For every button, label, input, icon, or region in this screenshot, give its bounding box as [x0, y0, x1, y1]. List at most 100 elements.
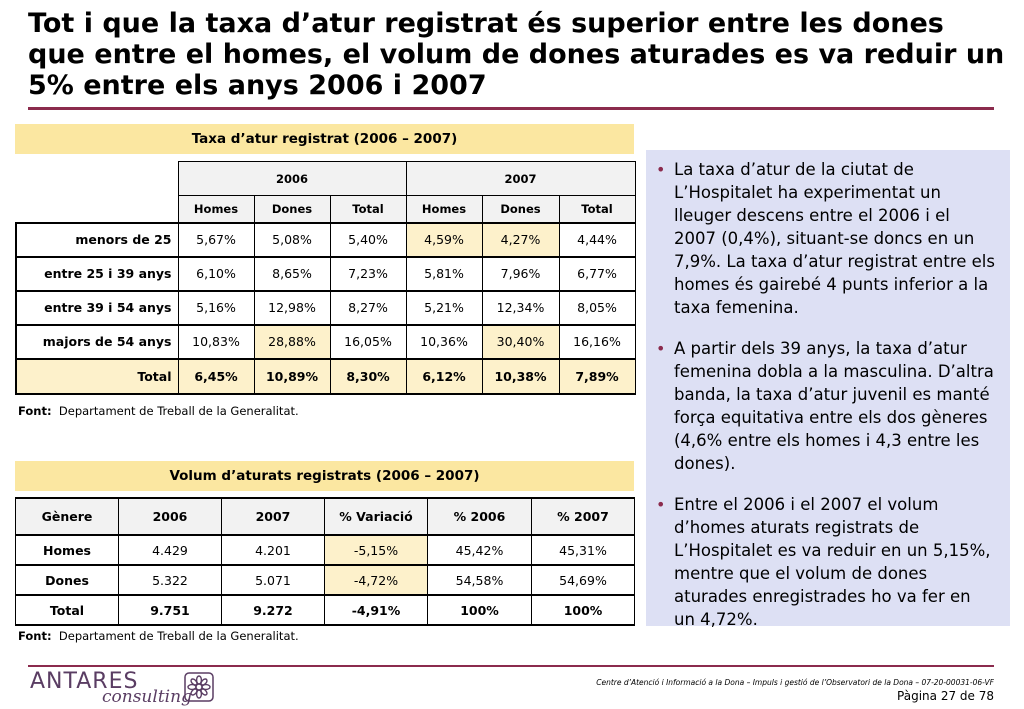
table-cell: 10,36% [405, 323, 483, 359]
table-cell: 100% [531, 594, 635, 626]
row-label: Total [15, 357, 179, 395]
bullet-dot-icon: • [656, 495, 666, 514]
table-row: entre 25 i 39 anys 6,10% 8,65% 7,23% 5,8… [15, 255, 636, 291]
table-cell: 7,96% [481, 255, 560, 291]
row-label: entre 25 i 39 anys [15, 255, 179, 291]
col-header: Homes [405, 195, 483, 223]
table-cell: 5,21% [405, 289, 483, 325]
table-corner [16, 195, 178, 223]
table2-source: Font: Departament de Treball de la Gener… [18, 629, 299, 643]
table-cell: 5.322 [118, 564, 222, 596]
table-cell: 16,05% [329, 323, 407, 359]
table-cell-highlight: -4,72% [324, 564, 428, 596]
col-header: Gènere [15, 497, 119, 536]
bullet-item: • Entre el 2006 i el 2007 el volum d’hom… [656, 493, 996, 631]
col-header: % Variació [324, 497, 428, 536]
table-cell: 100% [427, 594, 532, 626]
table1-source: Font: Departament de Treball de la Gener… [18, 404, 299, 418]
table-cell: 5,67% [177, 221, 255, 257]
table-cell: 4.201 [221, 534, 325, 566]
table-cell-highlight: 30,40% [481, 323, 560, 359]
bullet-item: • La taxa d’atur de la ciutat de L’Hospi… [656, 158, 996, 319]
col-header: Dones [253, 195, 331, 223]
table-cell-highlight: 4,59% [405, 221, 483, 257]
antares-logo: ANTARES consulting [30, 669, 220, 707]
table1-caption: Taxa d’atur registrat (2006 – 2007) [15, 124, 634, 154]
table-row: entre 39 i 54 anys 5,16% 12,98% 8,27% 5,… [15, 289, 636, 325]
table-cell: 12,34% [481, 289, 560, 325]
bullet-dot-icon: • [656, 160, 666, 179]
col-header: Homes [177, 195, 255, 223]
table-cell: 12,98% [253, 289, 331, 325]
table-total-row: Total 9.751 9.272 -4,91% 100% 100% [15, 594, 635, 626]
table-cell: 8,65% [253, 255, 331, 291]
row-label: Total [15, 594, 119, 626]
table-cell: 5,08% [253, 221, 331, 257]
bullet-text: A partir dels 39 anys, la taxa d’atur fe… [674, 339, 994, 473]
col-header: 2007 [221, 497, 325, 536]
table-cell: 6,10% [177, 255, 255, 291]
logo-flower-icon [184, 672, 214, 702]
table2-caption: Volum d’aturats registrats (2006 – 2007) [15, 461, 634, 491]
table-cell: 45,31% [531, 534, 635, 566]
source-text: Departament de Treball de la Generalitat… [58, 629, 299, 643]
row-label: menors de 25 [15, 221, 179, 257]
table-cell: 5,81% [405, 255, 483, 291]
table-cell: 45,42% [427, 534, 532, 566]
col-header: Total [558, 195, 636, 223]
col-header: Dones [481, 195, 560, 223]
table-cell: 4.429 [118, 534, 222, 566]
page-title: Tot i que la taxa d’atur registrat és su… [28, 8, 1005, 101]
col-header: 2006 [118, 497, 222, 536]
footer-project-text: Centre d’Atenció i Informació a la Dona … [596, 678, 994, 687]
table-cell: 5,40% [329, 221, 407, 257]
year-header-2007: 2007 [405, 161, 636, 196]
table-cell: 16,16% [558, 323, 636, 359]
bullet-item: • A partir dels 39 anys, la taxa d’atur … [656, 337, 996, 475]
table-total-row: Total 6,45% 10,89% 8,30% 6,12% 10,38% 7,… [15, 357, 636, 395]
footer-divider [28, 665, 994, 667]
source-label: Font: [18, 404, 52, 418]
bullet-text: Entre el 2006 i el 2007 el volum d’homes… [674, 495, 991, 629]
registered-unemployed-table: Gènere 2006 2007 % Variació % 2006 % 200… [15, 497, 635, 626]
table-row: majors de 54 anys 10,83% 28,88% 16,05% 1… [15, 323, 636, 359]
table-row: Dones 5.322 5.071 -4,72% 54,58% 54,69% [15, 564, 635, 596]
table-cell: 6,77% [558, 255, 636, 291]
row-label: Dones [15, 564, 119, 596]
bullet-text: La taxa d’atur de la ciutat de L’Hospita… [674, 160, 995, 317]
col-header: % 2006 [427, 497, 532, 536]
year-header-2006: 2006 [177, 161, 407, 196]
table-cell: 8,27% [329, 289, 407, 325]
source-label: Font: [18, 629, 52, 643]
logo-wordmark: ANTARES [30, 669, 139, 694]
page-number: Pàgina 27 de 78 [897, 689, 994, 703]
row-label: entre 39 i 54 anys [15, 289, 179, 325]
table-row: Homes 4.429 4.201 -5,15% 45,42% 45,31% [15, 534, 635, 566]
table-row: menors de 25 5,67% 5,08% 5,40% 4,59% 4,2… [15, 221, 636, 257]
table-cell: 54,69% [531, 564, 635, 596]
table-cell: 10,89% [253, 357, 331, 395]
source-text: Departament de Treball de la Generalitat… [58, 404, 299, 418]
table-cell: 10,83% [177, 323, 255, 359]
table-cell: 5,16% [177, 289, 255, 325]
table-cell: -4,91% [324, 594, 428, 626]
table-cell: 9.272 [221, 594, 325, 626]
table-cell: 6,45% [177, 357, 255, 395]
table-cell: 8,30% [329, 357, 407, 395]
table-cell: 4,44% [558, 221, 636, 257]
table-cell: 7,23% [329, 255, 407, 291]
row-label: Homes [15, 534, 119, 566]
logo-subtitle: consulting [102, 687, 192, 707]
table-cell: 5.071 [221, 564, 325, 596]
col-header: Total [329, 195, 407, 223]
row-label: majors de 54 anys [15, 323, 179, 359]
title-divider [28, 107, 994, 110]
table-corner [16, 161, 178, 196]
unemployment-rate-table: 2006 2007 Homes Dones Total Homes Dones … [15, 161, 636, 395]
table-cell: 54,58% [427, 564, 532, 596]
table-cell: 7,89% [558, 357, 636, 395]
table-cell: 9.751 [118, 594, 222, 626]
table-cell-highlight: 4,27% [481, 221, 560, 257]
table-cell: 6,12% [405, 357, 483, 395]
table-cell-highlight: 28,88% [253, 323, 331, 359]
